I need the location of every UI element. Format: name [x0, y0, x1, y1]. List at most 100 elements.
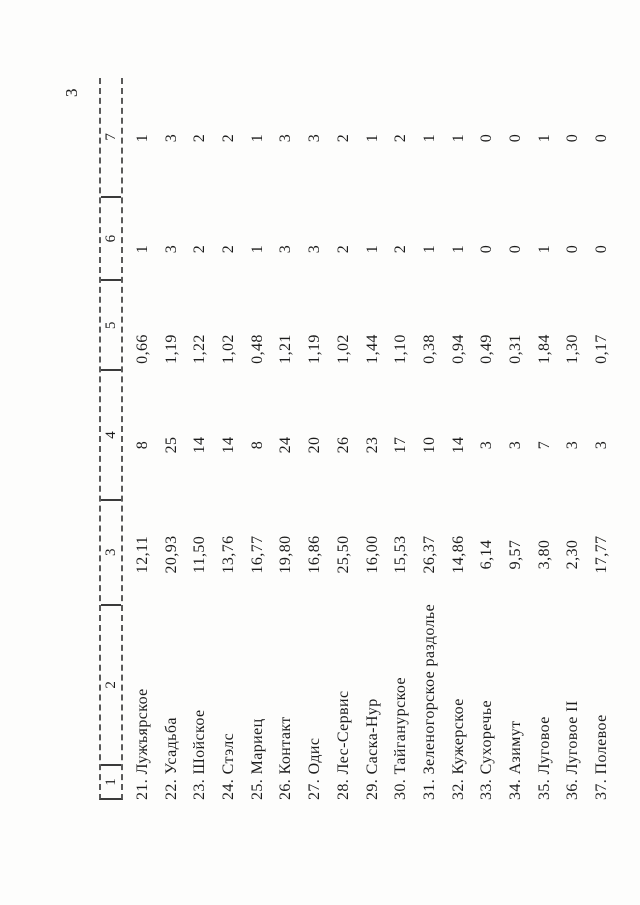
col-5-value: 1,02 — [220, 334, 238, 364]
col-6-value: 2 — [392, 244, 410, 254]
col-5-value: 1,19 — [162, 334, 180, 364]
col-4-value: 8 — [134, 440, 151, 450]
col-6-value: 2 — [334, 244, 352, 254]
col-3-value: 6,14 — [478, 539, 496, 570]
col-5-value: 0,31 — [506, 334, 524, 364]
col-5-value: 1,84 — [535, 334, 553, 364]
table-row: 28. Лес-Сервис 25,50 26 1,02 2 2 — [330, 0, 359, 905]
col-5-value: 0,48 — [248, 334, 266, 364]
col-7-value: 3 — [162, 133, 180, 143]
col-4-value: 14 — [449, 436, 467, 454]
table-row: 26. Контакт 19,80 24 1,21 3 3 — [272, 0, 301, 905]
table-row: 21. Лужъярское 12,11 8 0,66 1 1 — [129, 0, 158, 905]
col-3-value: 12,11 — [134, 535, 151, 574]
col-4-value: 14 — [191, 436, 209, 454]
table-row: 32. Кужерское 14,86 14 0,94 1 1 — [445, 0, 474, 905]
row-label: 33. Сухоречье — [478, 699, 496, 800]
table-row: 33. Сухоречье 6,14 3 0,49 0 0 — [473, 0, 502, 905]
col-4-value: 3 — [478, 440, 496, 450]
col-5-value: 1,19 — [306, 334, 324, 364]
col-4-value: 25 — [162, 436, 180, 454]
col-6-value: 0 — [478, 244, 496, 254]
col-7-value: 1 — [420, 133, 438, 143]
col-5-value: 1,30 — [564, 334, 582, 364]
table-row: 36. Луговое II 2,30 3 1,30 0 0 — [559, 0, 588, 905]
col-7-value: 1 — [248, 133, 266, 143]
header-cell-1: 1 — [102, 778, 119, 786]
col-6-value: 1 — [449, 244, 467, 254]
row-label: 22. Усадьба — [162, 717, 180, 800]
col-3-value: 19,80 — [277, 535, 295, 574]
header-cell-2: 2 — [101, 605, 121, 767]
col-3-value: 2,30 — [564, 539, 582, 570]
row-label: 35. Луговое — [535, 716, 553, 800]
col-5-value: 0,94 — [449, 334, 467, 364]
row-label: 28. Лес-Сервис — [334, 690, 352, 800]
table-row: 27. Одис 16,86 20 1,19 3 3 — [301, 0, 330, 905]
row-label: 32. Кужерское — [449, 698, 467, 800]
header-cell-5: 5 — [101, 281, 121, 372]
row-label: 37. Полевое — [593, 714, 610, 800]
row-label: 23. Шойское — [191, 709, 209, 800]
col-7-value: 3 — [277, 133, 295, 143]
col-4-value: 26 — [334, 436, 352, 454]
table-row: 34. Азимут 9,57 3 0,31 0 0 — [502, 0, 531, 905]
col-4-value: 14 — [220, 436, 238, 454]
col-3-value: 15,53 — [392, 535, 410, 574]
col-3-value: 20,93 — [162, 535, 180, 574]
table-body: 21. Лужъярское 12,11 8 0,66 1 1 22. Усад… — [129, 0, 617, 905]
row-label: 27. Одис — [306, 737, 324, 800]
table-row: 22. Усадьба 20,93 25 1,19 3 3 — [158, 0, 187, 905]
col-5-value: 0,66 — [134, 334, 151, 364]
row-label: 29. Саска-Нур — [363, 698, 381, 800]
table-row: 37. Полевое 17,77 3 0,17 0 0 — [588, 0, 617, 905]
col-6-value: 1 — [420, 244, 438, 254]
col-6-value: 1 — [535, 244, 553, 254]
col-4-value: 20 — [306, 436, 324, 454]
col-5-value: 0,17 — [593, 334, 610, 364]
col-6-value: 1 — [134, 244, 151, 254]
col-7-value: 0 — [593, 133, 610, 143]
header-cell-4: 4 — [101, 371, 121, 501]
table-row: 25. Мариец 16,77 8 0,48 1 1 — [244, 0, 273, 905]
table-row: 23. Шойское 11,50 14 1,22 2 2 — [186, 0, 215, 905]
col-3-value: 16,00 — [363, 535, 381, 574]
row-label: 24. Стэлс — [220, 732, 238, 800]
col-3-value: 17,77 — [593, 535, 610, 574]
col-3-value: 16,77 — [248, 535, 266, 574]
col-6-value: 3 — [277, 244, 295, 254]
col-4-value: 7 — [535, 440, 553, 450]
row-label: 36. Луговое II — [564, 700, 582, 800]
col-7-value: 2 — [220, 133, 238, 143]
col-6-value: 3 — [162, 244, 180, 254]
page-number: 3 — [62, 88, 81, 97]
header-cell-7: 7 — [101, 78, 121, 198]
col-3-value: 3,80 — [535, 539, 553, 570]
col-3-value: 25,50 — [334, 535, 352, 574]
col-4-value: 23 — [363, 436, 381, 454]
col-4-value: 24 — [277, 436, 295, 454]
col-4-value: 3 — [564, 440, 582, 450]
col-7-value: 0 — [564, 133, 582, 143]
col-5-value: 0,38 — [420, 334, 438, 364]
table-header-row: 1 2 3 4 5 6 7 — [99, 78, 123, 800]
col-3-value: 11,50 — [191, 535, 209, 574]
row-label: 34. Азимут — [506, 720, 524, 800]
col-4-value: 3 — [593, 440, 610, 450]
col-4-value: 3 — [506, 440, 524, 450]
col-7-value: 1 — [134, 133, 151, 143]
table-row: 29. Саска-Нур 16,00 23 1,44 1 1 — [359, 0, 388, 905]
col-7-value: 1 — [449, 133, 467, 143]
col-7-value: 3 — [306, 133, 324, 143]
col-5-value: 1,02 — [334, 334, 352, 364]
col-4-value: 8 — [248, 440, 266, 450]
col-3-value: 16,86 — [306, 535, 324, 574]
col-7-value: 2 — [392, 133, 410, 143]
row-label: 31. Зеленогорское раздолье — [420, 603, 438, 800]
col-4-value: 17 — [392, 436, 410, 454]
col-6-value: 1 — [363, 244, 381, 254]
col-5-value: 0,49 — [478, 334, 496, 364]
table-row: 30. Тайганурское 15,53 17 1,10 2 2 — [387, 0, 416, 905]
